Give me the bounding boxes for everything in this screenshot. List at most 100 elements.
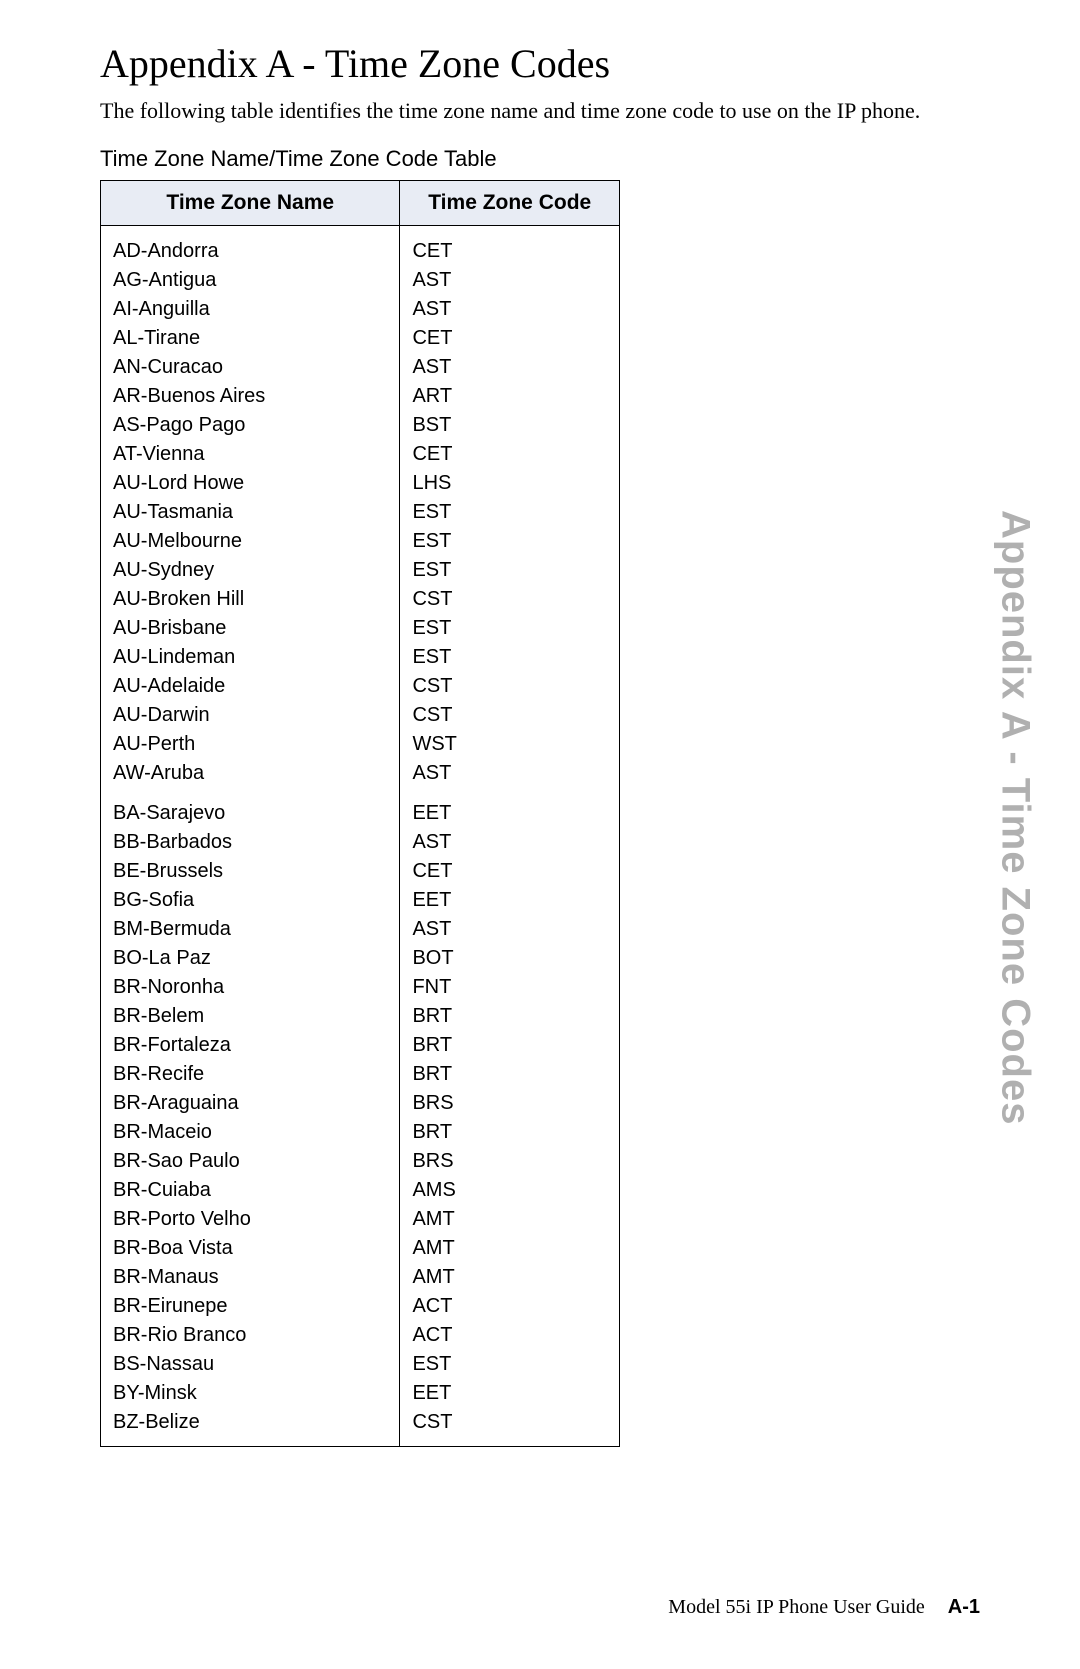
cell-tz-name: AU-Lord Howe: [101, 469, 400, 498]
table-row: AR-Buenos AiresART: [101, 382, 620, 411]
cell-tz-name: BB-Barbados: [101, 828, 400, 857]
timezone-table: Time Zone Name Time Zone Code AD-Andorra…: [100, 180, 620, 1447]
table-row: BR-Rio BrancoACT: [101, 1321, 620, 1350]
col-header-code: Time Zone Code: [400, 180, 620, 225]
table-row: AU-SydneyEST: [101, 556, 620, 585]
side-tab-text: Appendix A - Time Zone Codes: [993, 510, 1038, 1125]
cell-tz-name: BG-Sofia: [101, 886, 400, 915]
cell-tz-code: EST: [400, 1350, 620, 1379]
table-row: BM-BermudaAST: [101, 915, 620, 944]
table-header-row: Time Zone Name Time Zone Code: [101, 180, 620, 225]
table-row: BR-Porto VelhoAMT: [101, 1205, 620, 1234]
table-row: BR-ManausAMT: [101, 1263, 620, 1292]
cell-tz-code: ART: [400, 382, 620, 411]
cell-tz-name: BR-Fortaleza: [101, 1031, 400, 1060]
cell-tz-name: AU-Perth: [101, 730, 400, 759]
cell-tz-code: BRS: [400, 1147, 620, 1176]
table-row: AN-CuracaoAST: [101, 353, 620, 382]
table-row: BG-SofiaEET: [101, 886, 620, 915]
cell-tz-code: BRT: [400, 1031, 620, 1060]
table-row: BR-Boa VistaAMT: [101, 1234, 620, 1263]
table-row: AU-BrisbaneEST: [101, 614, 620, 643]
table-row: BS-NassauEST: [101, 1350, 620, 1379]
cell-tz-name: BZ-Belize: [101, 1408, 400, 1447]
table-row: BA-SarajevoEET: [101, 788, 620, 828]
cell-tz-code: AMS: [400, 1176, 620, 1205]
cell-tz-name: AU-Broken Hill: [101, 585, 400, 614]
cell-tz-code: CST: [400, 585, 620, 614]
cell-tz-code: CET: [400, 225, 620, 266]
cell-tz-code: AST: [400, 266, 620, 295]
cell-tz-code: FNT: [400, 973, 620, 1002]
table-row: BB-BarbadosAST: [101, 828, 620, 857]
cell-tz-code: EST: [400, 614, 620, 643]
cell-tz-code: EST: [400, 527, 620, 556]
cell-tz-name: AG-Antigua: [101, 266, 400, 295]
cell-tz-name: BS-Nassau: [101, 1350, 400, 1379]
cell-tz-code: AST: [400, 915, 620, 944]
cell-tz-name: AS-Pago Pago: [101, 411, 400, 440]
cell-tz-code: WST: [400, 730, 620, 759]
table-row: AG-AntiguaAST: [101, 266, 620, 295]
cell-tz-code: AST: [400, 759, 620, 788]
table-row: AU-MelbourneEST: [101, 527, 620, 556]
table-row: BR-Sao PauloBRS: [101, 1147, 620, 1176]
table-row: AI-AnguillaAST: [101, 295, 620, 324]
cell-tz-name: AU-Adelaide: [101, 672, 400, 701]
table-row: AT-ViennaCET: [101, 440, 620, 469]
cell-tz-name: BR-Boa Vista: [101, 1234, 400, 1263]
table-row: BE-BrusselsCET: [101, 857, 620, 886]
table-row: AU-LindemanEST: [101, 643, 620, 672]
table-row: AU-PerthWST: [101, 730, 620, 759]
table-row: AS-Pago PagoBST: [101, 411, 620, 440]
table-row: BZ-BelizeCST: [101, 1408, 620, 1447]
intro-text: The following table identifies the time …: [100, 97, 980, 126]
cell-tz-code: CET: [400, 857, 620, 886]
cell-tz-code: AST: [400, 353, 620, 382]
table-row: AW-ArubaAST: [101, 759, 620, 788]
cell-tz-name: BA-Sarajevo: [101, 788, 400, 828]
table-row: BR-CuiabaAMS: [101, 1176, 620, 1205]
table-row: BR-RecifeBRT: [101, 1060, 620, 1089]
cell-tz-code: EET: [400, 886, 620, 915]
cell-tz-name: AW-Aruba: [101, 759, 400, 788]
cell-tz-code: ACT: [400, 1292, 620, 1321]
cell-tz-code: ACT: [400, 1321, 620, 1350]
cell-tz-code: EST: [400, 498, 620, 527]
cell-tz-name: BY-Minsk: [101, 1379, 400, 1408]
cell-tz-code: AST: [400, 828, 620, 857]
table-row: AU-Lord HoweLHS: [101, 469, 620, 498]
cell-tz-code: CET: [400, 440, 620, 469]
cell-tz-name: AD-Andorra: [101, 225, 400, 266]
cell-tz-code: BRT: [400, 1060, 620, 1089]
cell-tz-name: BR-Porto Velho: [101, 1205, 400, 1234]
table-row: BR-EirunepeACT: [101, 1292, 620, 1321]
page-container: Appendix A - Time Zone Codes The followi…: [0, 0, 1080, 1669]
footer-page-number: A-1: [948, 1596, 980, 1618]
cell-tz-name: AR-Buenos Aires: [101, 382, 400, 411]
cell-tz-name: BR-Manaus: [101, 1263, 400, 1292]
cell-tz-code: EST: [400, 643, 620, 672]
table-row: BR-FortalezaBRT: [101, 1031, 620, 1060]
cell-tz-name: BR-Maceio: [101, 1118, 400, 1147]
cell-tz-name: BR-Belem: [101, 1002, 400, 1031]
cell-tz-name: BR-Rio Branco: [101, 1321, 400, 1350]
cell-tz-code: CST: [400, 672, 620, 701]
cell-tz-code: CST: [400, 701, 620, 730]
cell-tz-code: CST: [400, 1408, 620, 1447]
table-row: BR-AraguainaBRS: [101, 1089, 620, 1118]
cell-tz-name: AN-Curacao: [101, 353, 400, 382]
cell-tz-name: BE-Brussels: [101, 857, 400, 886]
cell-tz-code: EET: [400, 788, 620, 828]
table-row: AU-Broken HillCST: [101, 585, 620, 614]
cell-tz-code: BRT: [400, 1118, 620, 1147]
table-row: BY-MinskEET: [101, 1379, 620, 1408]
cell-tz-code: LHS: [400, 469, 620, 498]
table-row: AL-TiraneCET: [101, 324, 620, 353]
cell-tz-name: BM-Bermuda: [101, 915, 400, 944]
cell-tz-code: AMT: [400, 1234, 620, 1263]
footer-guide-title: Model 55i IP Phone User Guide: [668, 1596, 924, 1618]
cell-tz-name: AU-Melbourne: [101, 527, 400, 556]
cell-tz-name: BR-Eirunepe: [101, 1292, 400, 1321]
table-caption: Time Zone Name/Time Zone Code Table: [100, 146, 980, 172]
